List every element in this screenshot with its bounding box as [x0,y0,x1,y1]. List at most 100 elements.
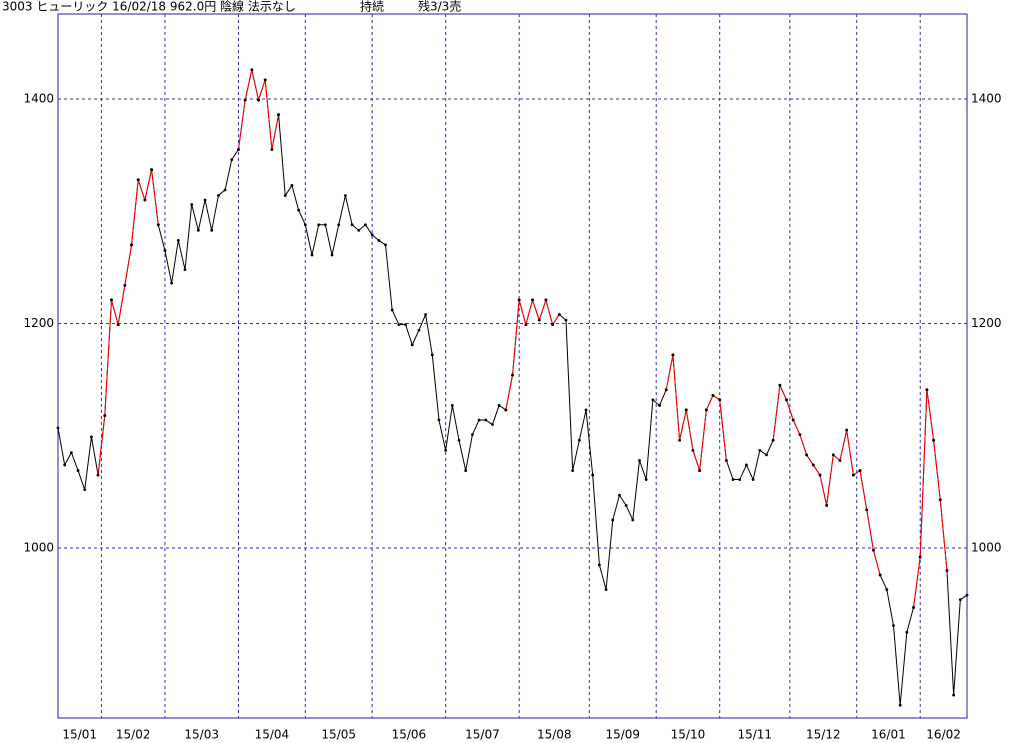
price-point [651,398,655,402]
price-point [410,343,414,347]
price-point [932,438,935,442]
price-point [818,473,822,477]
price-point [283,194,287,197]
remaining: 残3/3売 [418,0,461,14]
price-point [491,423,494,426]
price-point [270,148,274,151]
price-point [825,503,829,507]
price-point [925,388,929,392]
price-point [511,373,514,377]
y-tick-label: 1000 [23,541,54,555]
price-point [892,624,895,627]
price-point [370,233,374,237]
price-point [337,223,341,227]
plot-frame [57,13,968,719]
x-tick-label: 15/02 [116,728,151,742]
price-point [544,298,548,302]
price-point [945,569,949,572]
price-point [885,588,889,591]
price-point [805,453,808,457]
price-point [76,469,80,472]
price-point [604,588,608,591]
price-point [905,630,909,634]
price-point [865,508,869,512]
price-point [851,473,855,477]
price-point [170,281,174,285]
price-point [384,243,387,247]
price-point [551,323,555,327]
price-point [751,478,755,481]
price-point [63,463,67,467]
price-point [537,318,541,322]
price-point [711,393,715,397]
x-tick-label: 15/03 [184,728,219,742]
price-point [90,435,93,439]
price-point [778,383,782,387]
price-point [484,418,488,422]
price-point [571,469,575,472]
price-point [724,459,728,462]
price-point [618,493,621,497]
price-point [878,573,882,577]
price-point [738,478,742,481]
price-point [450,404,454,407]
price-point [196,228,200,232]
price-point [658,404,661,407]
chart-title: 3003 ヒューリック 16/02/18 962.0円 陰線 法示なし [2,0,296,14]
price-point [758,448,762,452]
price-point [223,188,227,192]
x-tick-label: 15/10 [671,728,706,742]
x-tick-label: 15/12 [806,728,841,742]
price-point [103,414,107,417]
price-point [150,168,153,172]
price-point [497,404,501,407]
price-point [831,453,835,457]
price-point [163,249,167,252]
price-point [718,398,722,402]
price-point [845,428,849,432]
price-line [57,69,968,706]
price-point [156,223,160,227]
x-tick-label: 15/07 [465,728,500,742]
price-point [317,223,321,227]
y-tick-label-right: 1200 [971,316,1002,330]
price-point [444,448,448,452]
price-point [517,298,521,302]
price-point [277,113,280,117]
x-tick-label: 15/09 [605,728,640,742]
y-tick-label: 1400 [23,91,54,105]
price-point [303,223,307,227]
price-point [110,298,113,302]
x-tick-label: 15/06 [392,728,427,742]
price-point [918,555,922,559]
price-point [698,469,702,472]
price-point [504,408,508,412]
price-point [684,408,688,412]
price-point [671,353,675,357]
price-point [250,68,254,72]
price-point [898,703,902,707]
price-point [838,459,842,462]
price-point [791,418,795,422]
price-point [56,426,60,430]
x-tick-label: 15/01 [62,728,97,742]
price-point [557,313,561,316]
price-point [203,198,207,202]
price-point [123,283,127,287]
price-line [97,69,948,608]
price-point [330,253,334,257]
price-point [176,239,180,242]
price-point [872,548,875,552]
price-point [524,323,528,327]
y-tick-label: 1200 [23,316,54,330]
price-point [644,478,648,481]
price-point [584,408,588,412]
price-point [96,473,100,477]
price-point [591,473,595,477]
price-point [190,203,194,206]
price-point [323,223,327,227]
x-tick-label: 15/04 [255,728,290,742]
price-point [958,598,962,602]
price-point [263,78,267,82]
price-point [290,184,294,187]
